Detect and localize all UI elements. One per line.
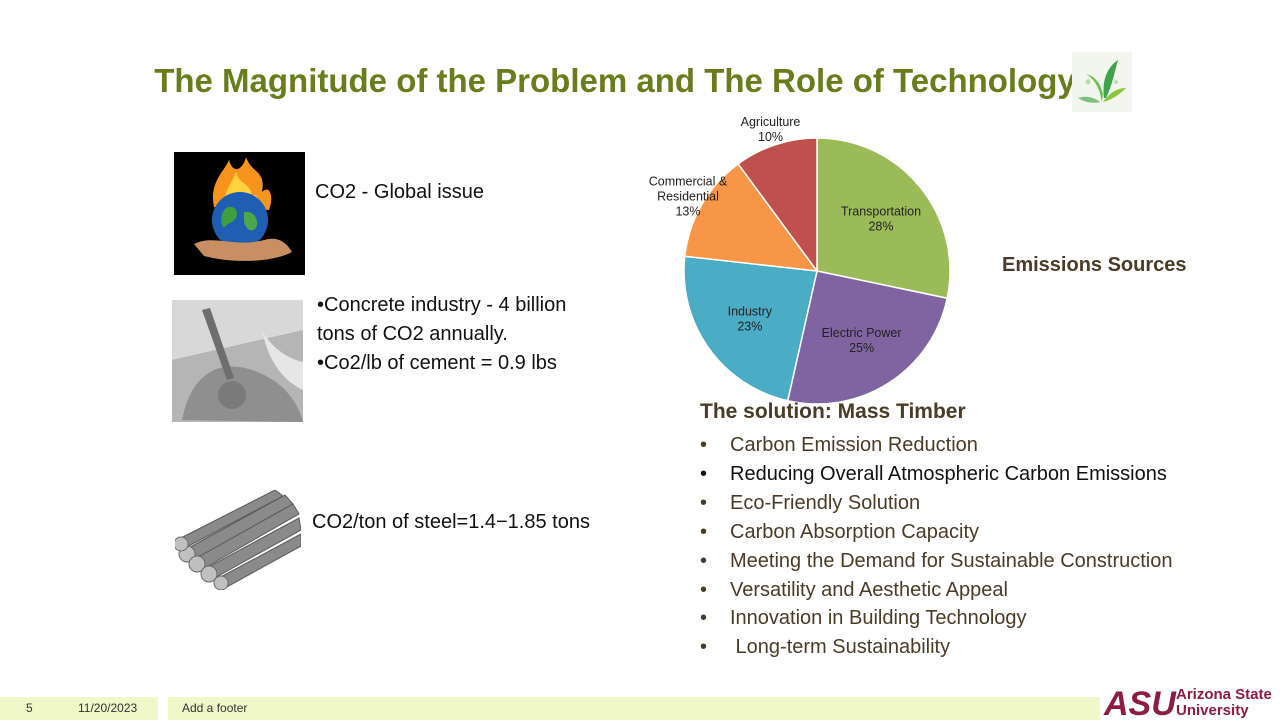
pie-label: Agriculture 10%: [741, 115, 801, 144]
pie-label: Industry 23%: [728, 304, 773, 333]
concrete-line-2: •Co2/lb of cement = 0.9 lbs: [317, 352, 557, 374]
list-item-text: Eco-Friendly Solution: [730, 491, 921, 514]
burning-globe-image: [174, 152, 305, 275]
pie-slice-electric-power: [786, 270, 949, 405]
pie-slice-commercial-residential: [683, 162, 819, 272]
concrete-text: •Concrete industry - 4 billion tons of C…: [317, 291, 597, 378]
bullet: •: [700, 434, 708, 456]
pie-label: Commercial & Residential 13%: [649, 175, 728, 219]
slide-title: The Magnitude of the Problem and The Rol…: [154, 62, 1076, 99]
footer-text[interactable]: Add a footer: [182, 701, 248, 715]
steel-rebar-image: [175, 490, 301, 590]
list-item: • Carbon Absorption Capacity: [700, 518, 1172, 547]
pie-slice-industry: [683, 255, 818, 402]
concrete-line-1: •Concrete industry - 4 billion tons of C…: [317, 294, 567, 345]
bullet: •: [700, 520, 708, 543]
co2-global-text: CO2 - Global issue: [315, 181, 484, 203]
bullet: •: [700, 491, 708, 514]
list-item-text: Long-term Sustainability: [730, 636, 951, 659]
list-item: • Innovation in Building Technology: [700, 604, 1172, 633]
pie-slice-transportation: [816, 137, 951, 300]
list-item-text: Meeting the Demand for Sustainable Const…: [730, 549, 1173, 572]
asu-name-line2: University: [1176, 702, 1249, 719]
solution-list: • Carbon Emission Reduction • Reducing Ove…: [700, 431, 1172, 662]
footer-bar: [168, 697, 1100, 720]
footer-left-bar: [0, 697, 158, 720]
bullet: •: [700, 462, 708, 485]
list-item: • Meeting the Demand for Sustainable Cons…: [700, 547, 1172, 576]
list-item: • Versatility and Aesthetic Appeal: [700, 576, 1172, 605]
leaf-icon: [1072, 52, 1132, 112]
bullet: •: [700, 549, 708, 572]
emissions-sources-label: Emissions Sources: [1002, 254, 1187, 276]
list-item-text: Reducing Overall Atmospheric Carbon Emis…: [730, 462, 1167, 485]
asu-logo: ASU Arizona State University: [1103, 685, 1272, 720]
list-item: • Reducing Overall Atmospheric Carbon Emi…: [700, 460, 1172, 489]
pie-slice-agriculture: [737, 137, 818, 274]
concrete-pouring-image: [172, 300, 303, 422]
asu-name-line1: Arizona State: [1176, 686, 1272, 703]
pie-label: Transportation 28%: [841, 205, 921, 234]
bullet: •: [700, 636, 708, 659]
list-item-text: Innovation in Building Technology: [730, 607, 1027, 630]
list-item: • Long-term Sustainability: [700, 633, 1172, 662]
steel-text: CO2/ton of steel=1.4−1.85 tons: [312, 511, 590, 533]
list-item-text: Versatility and Aesthetic Appeal: [730, 578, 1008, 601]
asu-wordmark: ASU: [1103, 685, 1177, 720]
solution-heading: The solution: Mass Timber: [700, 400, 966, 423]
slide-date: 11/20/2023: [78, 701, 138, 715]
list-item: • Carbon Emission Reduction: [700, 431, 1172, 460]
list-item: • Eco-Friendly Solution: [700, 489, 1172, 518]
pie-label: Electric Power 25%: [822, 326, 902, 355]
emissions-pie-chart: Transportation 28% Electric Power 25% Indust…: [649, 115, 951, 405]
list-item-text: Carbon Emission Reduction: [730, 434, 978, 456]
list-item-text: Carbon Absorption Capacity: [730, 520, 980, 543]
bullet: •: [700, 578, 708, 601]
slide-number: 5: [26, 701, 33, 715]
bullet: •: [700, 607, 708, 630]
